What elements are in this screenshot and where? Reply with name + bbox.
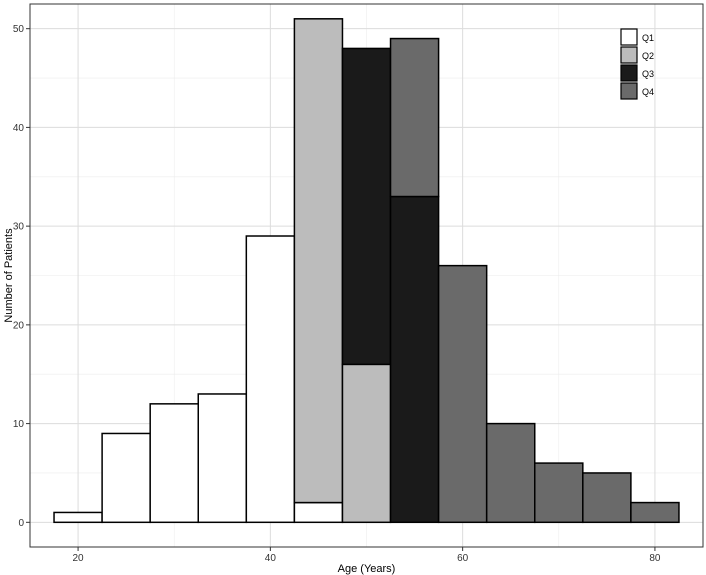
bar-q1-bin-0 [53,511,103,524]
y-tick-label: 50 [13,24,25,35]
y-axis-title: Number of Patients [3,228,15,323]
legend-key-q1 [620,28,638,46]
legend-key-q3 [620,64,638,82]
x-tick-label: 80 [649,553,661,564]
bars-layer [53,18,680,524]
x-tick-label: 40 [265,553,277,564]
legend: Q1 Q2 Q3 Q4 [620,28,654,100]
bar-q4-bin-12 [630,501,680,524]
y-tick-label: 40 [13,123,25,134]
y-tick-label: 10 [13,419,25,430]
panel-border [29,3,704,548]
bar-q4-bin-9 [485,422,536,524]
x-tick-label: 60 [457,553,469,564]
y-tick-label: 30 [13,222,25,233]
bar-q2-bin-5 [293,18,344,504]
bar-q1-bin-3 [197,393,248,524]
bar-q1-bin-4 [245,235,296,524]
legend-label-q1: Q1 [642,33,654,43]
bar-q4-bin-8 [437,264,488,524]
bar-q4-bin-11 [582,472,632,524]
axis-ticks: 20 40 60 80 0 10 20 30 40 50 [13,24,661,564]
bar-q1-bin-2 [149,403,200,524]
y-tick-label: 20 [13,320,25,331]
x-axis-title: Age (Years) [338,563,396,575]
x-tick-label: 20 [73,553,85,564]
bar-q3-bin-7 [389,195,440,524]
bar-q1-bin-1 [101,432,151,524]
legend-key-q4 [620,82,638,100]
bar-q4-bin-7 [389,37,440,198]
legend-label-q2: Q2 [642,51,654,61]
y-tick-label: 0 [18,518,24,529]
legend-label-q3: Q3 [642,69,654,79]
legend-label-q4: Q4 [642,87,654,97]
bar-q3-bin-6 [341,47,392,366]
legend-key-q2 [620,46,638,64]
bar-q1-bin-5 [293,501,344,524]
bar-q2-bin-6 [341,363,392,524]
bar-q4-bin-10 [534,462,584,524]
